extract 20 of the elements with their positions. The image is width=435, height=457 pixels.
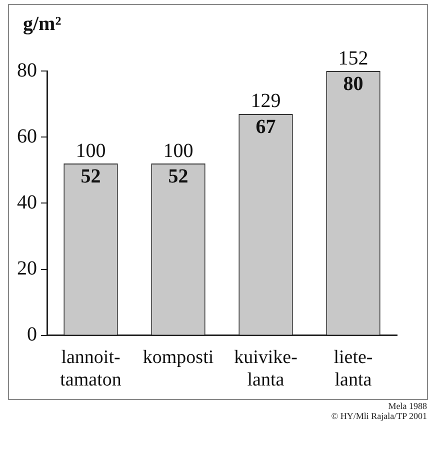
y-tick-label: 40 — [17, 191, 37, 214]
y-tick-label: 60 — [17, 125, 37, 148]
data-label: 80 — [343, 73, 364, 96]
x-tick-label: kuivike-lanta — [234, 346, 298, 391]
y-tick-label: 20 — [17, 258, 37, 280]
data-label: 67 — [256, 116, 276, 138]
y-axis-title: g/m² — [23, 13, 62, 36]
y-tick-label: 0 — [27, 324, 37, 346]
text: © HY/Mli Rajala/TP 2001 — [331, 411, 427, 421]
text: Mela 1988 — [387, 401, 427, 411]
y-tick-label: 80 — [17, 59, 37, 82]
annotation: 129 — [250, 90, 281, 112]
annotation: 152 — [338, 47, 368, 70]
x-tick-label: liete-lanta — [334, 346, 373, 391]
data-label: 52 — [168, 166, 188, 188]
data-label: 52 — [80, 166, 101, 188]
annotation: 100 — [163, 140, 194, 162]
x-tick-label: lannoit-tamaton — [60, 346, 122, 391]
annotation: 100 — [76, 140, 106, 162]
x-tick-label: komposti — [142, 346, 214, 368]
